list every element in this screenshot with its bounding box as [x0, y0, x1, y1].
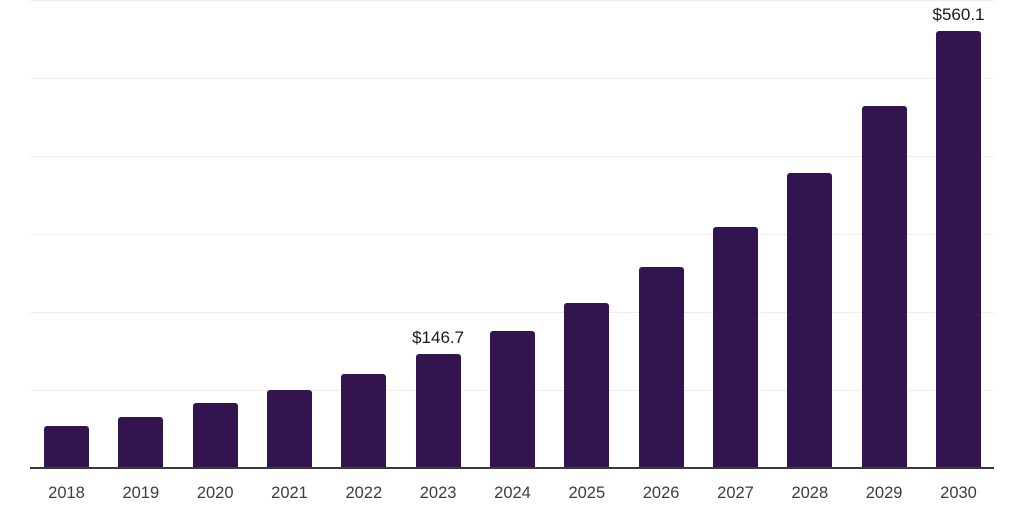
- x-axis-tick-label: 2020: [196, 484, 234, 502]
- x-axis-tick-label: 2023: [419, 484, 457, 502]
- bar: [267, 389, 312, 468]
- bar: [44, 425, 89, 468]
- x-axis-tick-label: 2030: [940, 484, 977, 502]
- bar: [564, 303, 610, 468]
- bar-value-label: $146.7: [412, 327, 465, 347]
- gridline: [30, 312, 994, 313]
- x-axis-tick-label: 2019: [122, 484, 160, 502]
- gridline: [30, 0, 994, 1]
- x-axis-tick-label: 2024: [494, 484, 531, 502]
- bar: [490, 331, 535, 468]
- x-axis-tick-label: 2018: [48, 484, 85, 502]
- x-axis-tick-label: 2026: [642, 484, 680, 502]
- bar: [415, 353, 461, 468]
- bar: [341, 373, 387, 468]
- bar: [861, 106, 907, 468]
- bar-value-label: $560.1: [932, 5, 985, 25]
- x-axis-tick-label: 2021: [271, 484, 308, 502]
- x-axis-tick-label: 2027: [717, 484, 754, 502]
- x-axis-tick-label: 2028: [791, 484, 829, 502]
- gridline: [30, 78, 994, 79]
- gridline: [30, 156, 994, 157]
- bar: [192, 402, 238, 468]
- bar: [787, 173, 833, 468]
- bar: [936, 31, 981, 468]
- x-axis-tick-label: 2022: [345, 484, 383, 502]
- x-axis-tick-label: 2025: [568, 484, 606, 502]
- gridline: [30, 234, 994, 235]
- x-axis-tick-label: 2029: [865, 484, 903, 502]
- bar: [118, 417, 164, 468]
- x-axis-line: [30, 467, 994, 469]
- bar: [638, 266, 684, 468]
- bar: [713, 227, 758, 468]
